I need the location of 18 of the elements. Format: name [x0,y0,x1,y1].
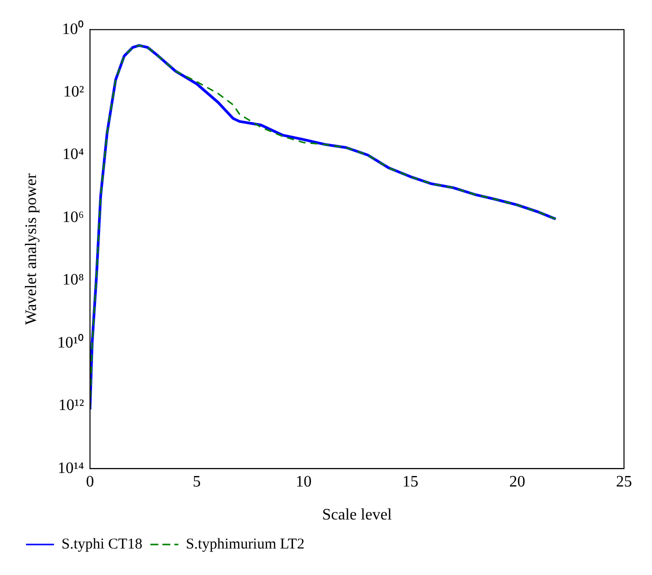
legend-label: S.typhi CT18 [62,536,142,552]
x-tick-label: 25 [616,473,632,490]
y-tick-label: 10² [63,84,84,101]
x-tick-label: 10 [296,473,312,490]
y-tick-label: 10¹⁴ [58,460,84,477]
y-tick-label: 10⁶ [62,208,84,226]
x-tick-label: 20 [509,473,526,490]
x-axis-title: Scale level [322,506,392,524]
y-tick-label: 10⁴ [62,146,84,164]
y-tick-label: 10⁸ [62,272,84,289]
y-tick-label: 10⁰ [62,20,84,38]
x-tick-label: 0 [86,473,94,490]
y-tick-label: 10¹⁰ [57,333,84,352]
x-tick-label: 5 [192,473,201,490]
y-axis-title: Wavelet analysis power [22,172,40,325]
y-tick-label: 10¹² [58,397,84,414]
legend-label: S.typhimurium LT2 [186,536,304,552]
x-tick-label: 15 [402,473,418,490]
